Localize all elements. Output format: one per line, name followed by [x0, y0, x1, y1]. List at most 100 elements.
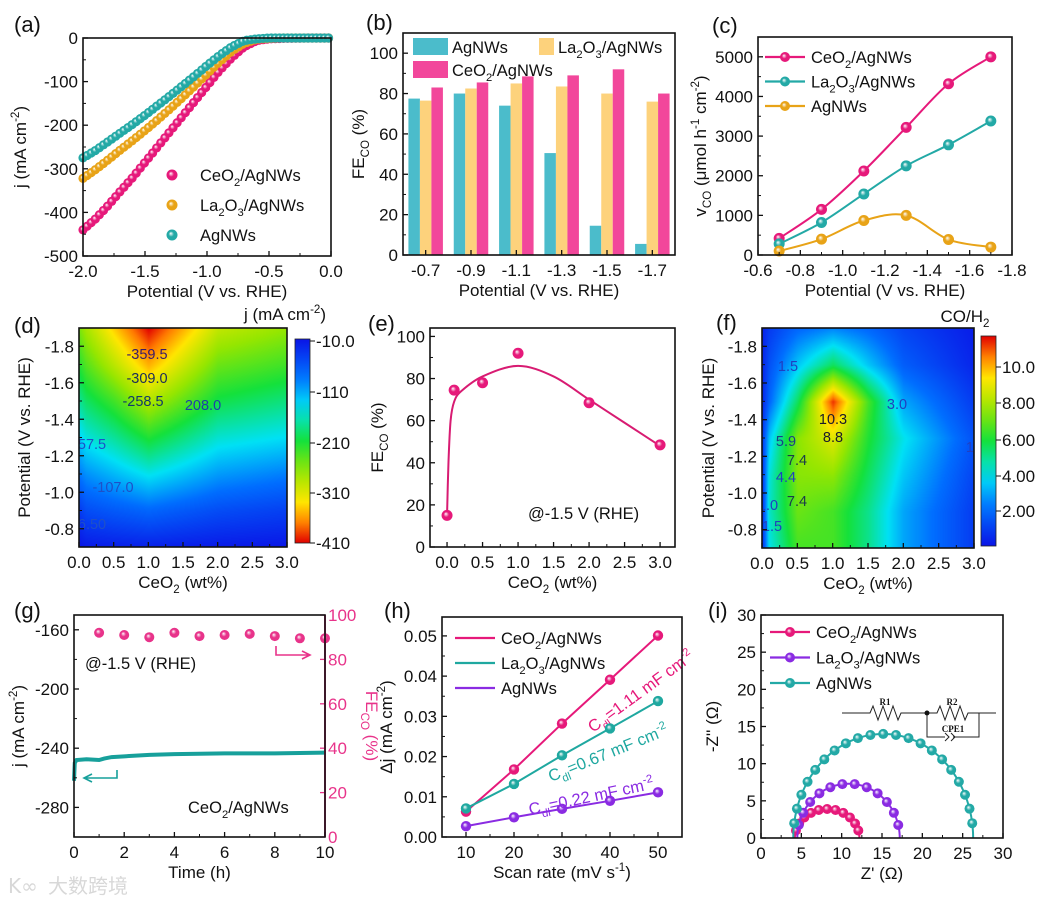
x-tick-label: 1.5: [542, 553, 566, 572]
series-2: [78, 33, 334, 163]
x-tick-label: -0.7: [411, 261, 440, 280]
data-point: [816, 216, 827, 228]
heatmap-f: [762, 328, 974, 548]
data-point: [166, 199, 178, 211]
contour-label: 4.4: [776, 470, 796, 486]
y-tick-label: -280: [35, 798, 69, 817]
watermark-logo: K∞: [8, 874, 38, 898]
y-tick-label: 80: [406, 370, 425, 389]
data-point: [816, 203, 827, 215]
data-point: [865, 729, 876, 740]
condition-annotation: @-1.5 V (RHE): [85, 655, 196, 673]
data-point: [900, 160, 912, 172]
bar: [589, 225, 602, 255]
contour-labels: 1.53.010.38.85.97.44.47.41.51.01.5: [762, 359, 974, 535]
x-tick-label: -1.1: [502, 261, 531, 280]
colorbar-tick-label: 4.00: [1002, 467, 1035, 486]
panel-label: (b): [366, 10, 393, 35]
y-tick-label: -1.8: [728, 337, 757, 356]
data-point: [144, 632, 155, 643]
x-tick-label: 6: [220, 843, 229, 862]
legend-label: AgNWs: [452, 39, 508, 57]
data-point: [166, 229, 178, 241]
y-axis-label: FECO (%): [349, 109, 372, 179]
x-tick-label: -1.7: [638, 261, 667, 280]
data-point: [849, 779, 860, 790]
bar: [544, 153, 556, 255]
bar: [567, 75, 579, 255]
circuit-wires: [842, 704, 996, 738]
circuit-label-r1: R1: [880, 697, 891, 707]
x-tick-label: 2.0: [577, 553, 601, 572]
y-tick-label: -1.0: [728, 484, 757, 503]
legend-label: CeO2/AgNWs: [501, 630, 602, 652]
y-tick-label: -160: [35, 621, 69, 640]
x-axis-label: Scan rate (mV s-1): [493, 862, 631, 882]
y2-tick-label: 0: [328, 828, 337, 847]
data-point: [888, 807, 899, 818]
data-point: [789, 818, 800, 829]
x-axis-label: CeO2 (wt%): [138, 573, 228, 596]
data-point: [780, 52, 790, 62]
x-tick-label: 2.0: [892, 554, 916, 573]
data-point: [872, 788, 883, 799]
x-tick-label: 40: [601, 843, 620, 862]
bar: [419, 100, 432, 255]
colorbar-tick-label: -410: [316, 534, 350, 553]
data-point: [858, 188, 870, 200]
y-tick-label: -240: [35, 739, 69, 758]
data-point: [448, 384, 460, 396]
data-point: [652, 787, 664, 798]
data-point: [604, 795, 616, 807]
data-point: [903, 733, 914, 744]
legend-label: La2O3/AgNWs: [501, 655, 605, 677]
colorbar: [980, 335, 997, 547]
panel-label: (a): [14, 12, 41, 37]
y-tick-label: 40: [379, 165, 398, 184]
bar: [465, 88, 477, 255]
legend-label: La2O3/AgNWs: [816, 650, 920, 672]
x-tick-label: 2: [119, 843, 128, 862]
y-tick-label: 5: [747, 792, 756, 811]
x-tick-label: 10: [457, 843, 476, 862]
series-line: [778, 120, 992, 245]
x-tick-label: -1.0: [192, 262, 221, 281]
data-point: [269, 631, 280, 642]
y2-tick-label: 20: [328, 784, 347, 803]
x-tick-label: 20: [505, 843, 524, 862]
data-point: [852, 733, 863, 744]
data-point: [460, 820, 472, 832]
data-point: [964, 803, 975, 814]
colorbar-tick-label: 6.00: [1002, 431, 1035, 450]
data-point: [119, 629, 130, 640]
data-point: [806, 807, 817, 818]
data-point: [967, 818, 978, 829]
x-tick-label: 30: [994, 844, 1013, 863]
data-point: [556, 750, 568, 761]
data-point: [556, 803, 568, 815]
plot-frame: [402, 32, 676, 256]
data-point: [900, 209, 912, 221]
x-tick-label: 0.0: [319, 262, 343, 281]
y-tick-label: -1.6: [728, 374, 757, 393]
panel-a: CeO2/AgNWs La2O3/AgNWs AgNWs -2.0 -1.5 -1.0 -0…: [10, 12, 343, 301]
x-tick-label: 30: [553, 843, 572, 862]
data-point: [604, 674, 616, 685]
x-tick-label: -1.3: [547, 261, 576, 280]
data-point: [791, 803, 802, 814]
x-tick-label: 15: [873, 844, 892, 863]
y-tick-label: -0.8: [728, 521, 757, 540]
condition-annotation: @-1.5 V (RHE): [528, 505, 639, 523]
x-tick-label: -1.8: [997, 261, 1026, 280]
y-tick-label: 0.04: [404, 667, 437, 686]
panel-d: -359.5 -309.0 -258.5 208.0 57.5 -107.0 6.50 -10…: [14, 304, 355, 596]
colorbar-tick-label: -110: [316, 383, 349, 402]
panel-label: (g): [14, 598, 41, 623]
y-tick-label: -1.0: [45, 483, 74, 502]
x-tick-label: 0.5: [471, 553, 495, 572]
bar: [635, 243, 647, 255]
x-tick-label: 4: [170, 843, 179, 862]
equivalent-circuit-inset: R1 R2 CPE1: [842, 697, 996, 742]
data-point: [946, 764, 957, 775]
